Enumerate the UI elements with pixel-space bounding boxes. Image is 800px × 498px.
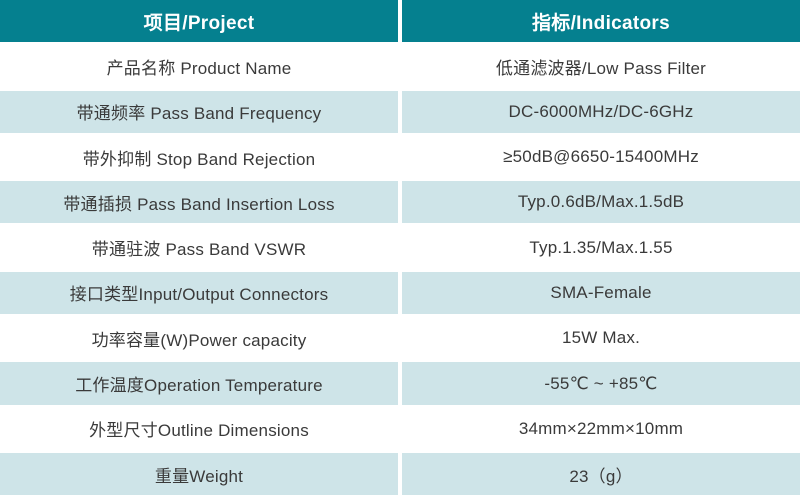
project-cell: 接口类型Input/Output Connectors [0, 271, 398, 315]
table-row-insertion-loss: 带通插损 Pass Band Insertion Loss Typ.0.6dB/… [0, 181, 800, 224]
table-row-stop-band-rejection: 带外抑制 Stop Band Rejection ≥50dB@6650-1540… [0, 136, 800, 178]
project-cell: 带通频率 Pass Band Frequency [0, 90, 398, 133]
table-row-outline-dimensions: 外型尺寸Outline Dimensions 34mm×22mm×10mm [0, 408, 800, 450]
indicator-cell: Typ.0.6dB/Max.1.5dB [402, 181, 800, 224]
indicator-cell: ≥50dB@6650-15400MHz [503, 147, 699, 167]
indicator-cell: -55℃ ~ +85℃ [402, 362, 800, 405]
indicator-cell: 34mm×22mm×10mm [518, 418, 684, 438]
project-cell: 工作温度Operation Temperature [0, 362, 398, 405]
table-header-row: 项目/Project 指标/Indicators [0, 0, 800, 43]
table-row-pass-band-frequency: 带通频率 Pass Band Frequency DC-6000MHz/DC-6… [0, 90, 800, 133]
table-row-power-capacity: 功率容量(W)Power capacity 15W Max. [0, 317, 800, 359]
indicator-cell: 23（g） [402, 452, 800, 496]
header-project-cell: 项目/Project [0, 0, 398, 43]
table-row-weight: 重量Weight 23（g） [0, 452, 800, 496]
project-cell: 产品名称 Product Name [106, 58, 292, 78]
project-cell: 功率容量(W)Power capacity [91, 330, 307, 350]
project-cell: 带外抑制 Stop Band Rejection [82, 149, 316, 169]
project-cell: 带通插损 Pass Band Insertion Loss [0, 181, 398, 224]
project-cell: 带通驻波 Pass Band VSWR [91, 240, 307, 260]
project-cell: 外型尺寸Outline Dimensions [89, 421, 309, 441]
table-row-operation-temperature: 工作温度Operation Temperature -55℃ ~ +85℃ [0, 362, 800, 405]
indicator-cell: Typ.1.35/Max.1.55 [529, 237, 673, 257]
indicator-cell: SMA-Female [402, 271, 800, 315]
indicator-cell: 15W Max. [561, 328, 641, 348]
header-indicators-cell: 指标/Indicators [402, 0, 800, 43]
indicator-cell: 低通滤波器/Low Pass Filter [495, 58, 707, 78]
project-cell: 重量Weight [0, 452, 398, 496]
table-row-connectors: 接口类型Input/Output Connectors SMA-Female [0, 271, 800, 315]
table-row-product-name: 产品名称 Product Name 低通滤波器/Low Pass Filter [0, 45, 800, 87]
table-row-vswr: 带通驻波 Pass Band VSWR Typ.1.35/Max.1.55 [0, 226, 800, 268]
indicator-cell: DC-6000MHz/DC-6GHz [402, 90, 800, 133]
